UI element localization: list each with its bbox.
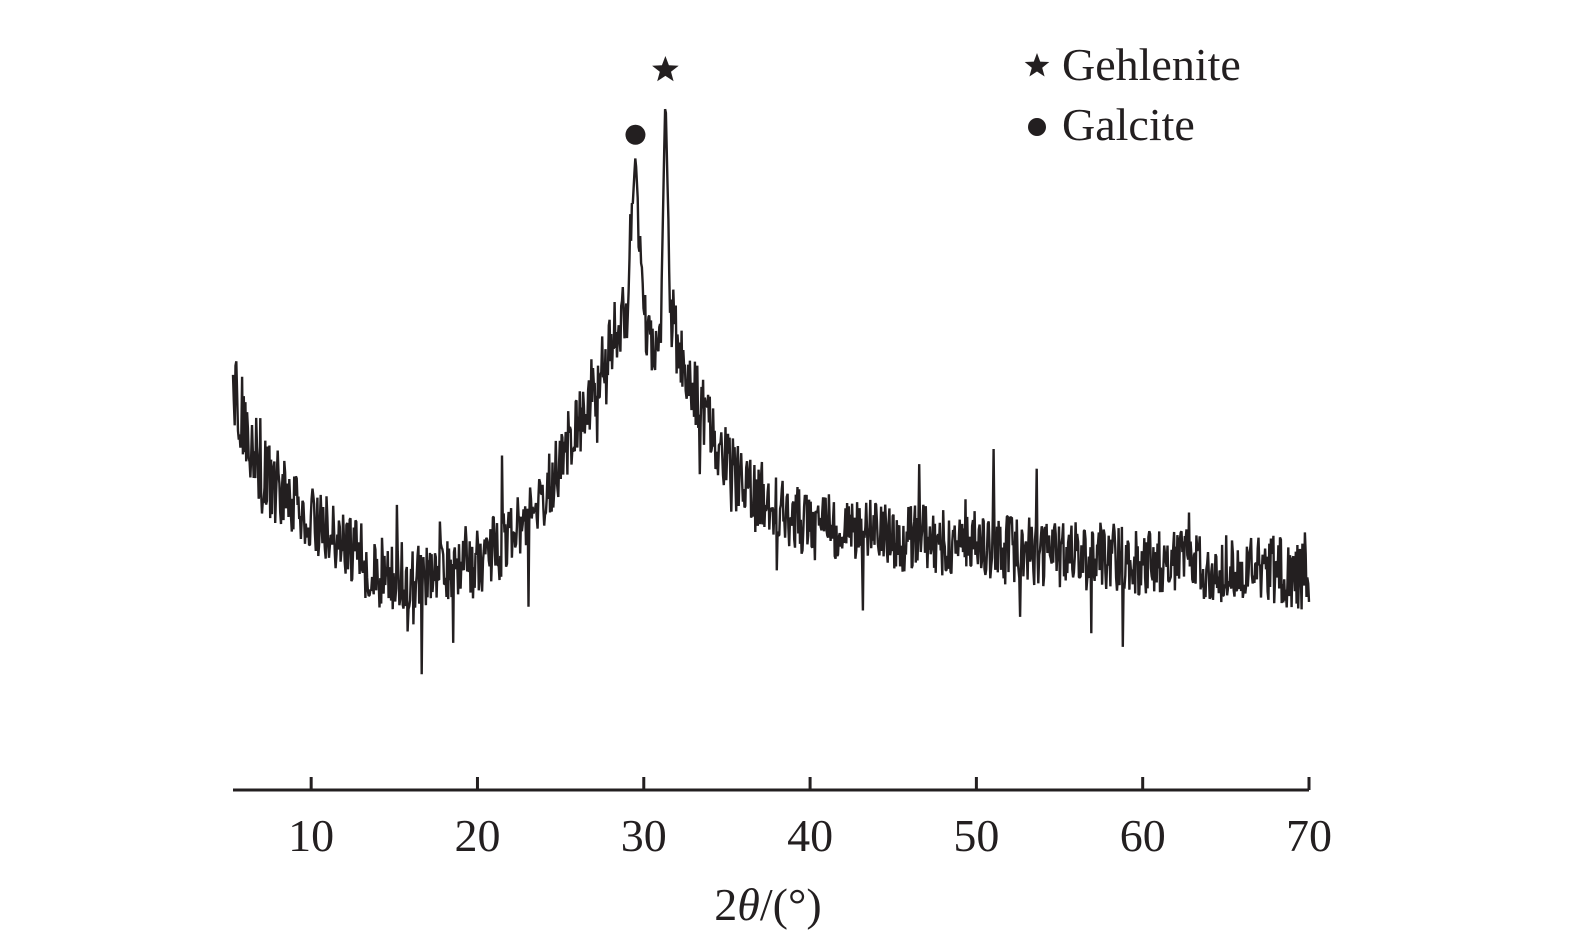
legend-label-galcite: Galcite [1062, 99, 1195, 150]
x-tick-label-20: 20 [454, 810, 500, 861]
x-axis: 10 20 30 40 50 60 70 [233, 777, 1332, 861]
legend-label-gehlenite: Gehlenite [1062, 39, 1241, 90]
peak-markers [625, 56, 679, 145]
peak-marker-gehlenite-icon [652, 56, 679, 82]
x-tick-label-60: 60 [1120, 810, 1166, 861]
x-tick-label-70: 70 [1286, 810, 1332, 861]
x-tick-label-10: 10 [288, 810, 334, 861]
x-tick-label-40: 40 [787, 810, 833, 861]
x-tick-label-30: 30 [621, 810, 667, 861]
legend: Gehlenite Galcite [1024, 39, 1241, 150]
xrd-trace [231, 108, 1311, 675]
x-axis-title: 2θ/(°) [714, 879, 821, 930]
peak-marker-galcite-icon [625, 124, 646, 145]
legend-star-icon [1024, 53, 1050, 77]
x-tick-label-50: 50 [953, 810, 999, 861]
legend-circle-icon [1028, 118, 1046, 136]
plot-area [231, 108, 1311, 675]
